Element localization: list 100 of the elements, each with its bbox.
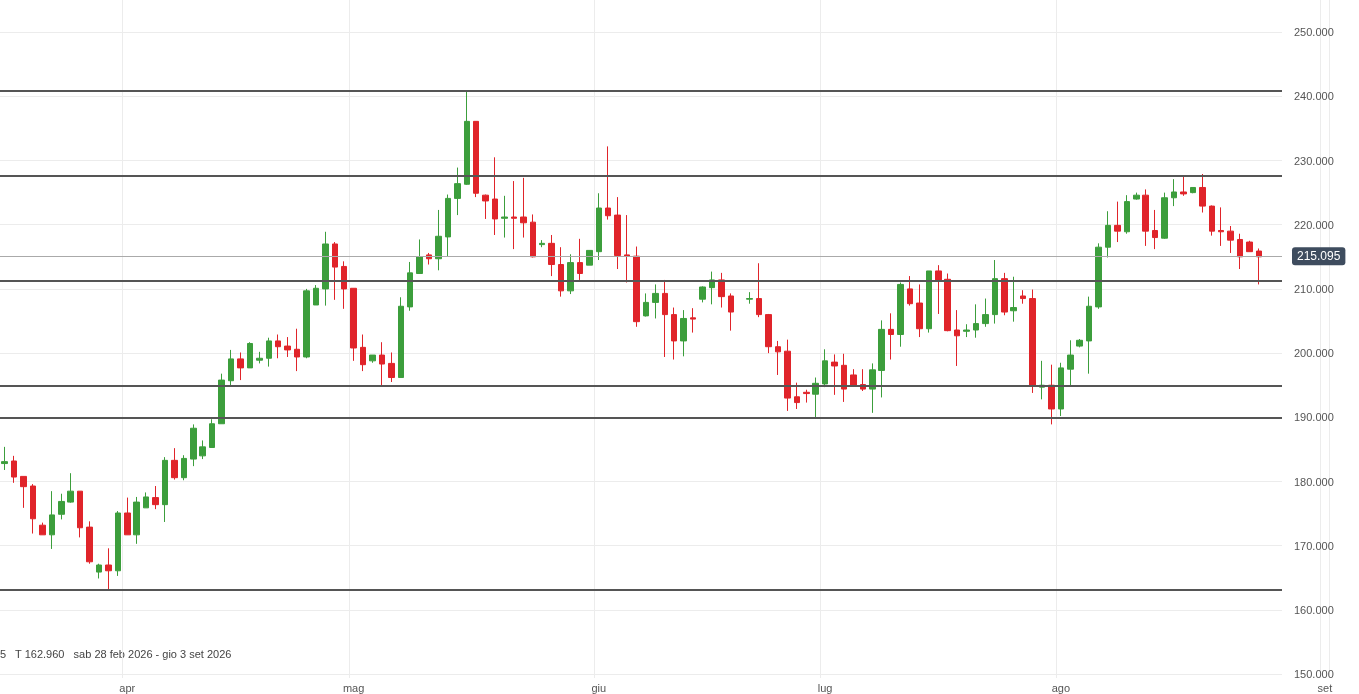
- candlestick: [728, 292, 734, 332]
- candlestick: [190, 423, 197, 467]
- y-tick-label: 150.000: [1294, 668, 1334, 681]
- ref-line-label: 215.095: [1297, 249, 1341, 264]
- candlestick: [775, 340, 781, 376]
- candlestick: [1076, 338, 1083, 348]
- candlestick: [1142, 188, 1149, 247]
- candlestick: [614, 196, 621, 270]
- candlestick: [1190, 186, 1196, 194]
- y-tick-label: 200.000: [1294, 347, 1334, 360]
- candlestick: [1001, 272, 1008, 316]
- candlestick: [284, 336, 291, 358]
- candlestick: [652, 283, 659, 319]
- y-tick-label: 250.000: [1294, 26, 1334, 39]
- candlestick: [596, 192, 602, 261]
- candlestick: [916, 283, 923, 338]
- candlestick: [680, 309, 687, 357]
- candlestick: [1171, 178, 1177, 207]
- candlestick: [416, 238, 423, 275]
- candlestick: [973, 303, 979, 339]
- candlestick: [30, 483, 36, 535]
- candlestick: [482, 194, 489, 220]
- candlestick: [369, 354, 376, 364]
- candlestick: [699, 285, 706, 303]
- candlestick: [1114, 201, 1121, 243]
- candlestick: [124, 497, 131, 536]
- candlestick: [237, 351, 244, 381]
- candlestick: [1058, 362, 1064, 417]
- candlestick: [926, 270, 932, 334]
- candlestick: [39, 522, 46, 536]
- candlestick: [77, 490, 83, 538]
- candlestick: [1246, 240, 1253, 253]
- annotation: 5 T 162.960 sab 28 feb 2026 - gio 3 set 2026: [0, 647, 232, 660]
- candlestick: [1124, 194, 1130, 235]
- candlestick: [1, 446, 8, 471]
- candlestick: [1086, 296, 1092, 375]
- candlestick: [162, 456, 168, 523]
- candlestick: [605, 145, 611, 221]
- candlestick: [11, 455, 17, 484]
- x-tick-label: set: [1317, 681, 1333, 694]
- candlestick: [171, 447, 178, 481]
- candlestick: [794, 382, 800, 410]
- candlestick: [718, 272, 725, 309]
- candlestick: [332, 241, 338, 301]
- candlestick: [86, 520, 93, 565]
- candlestick: [1161, 192, 1168, 240]
- y-tick-label: 170.000: [1294, 539, 1334, 552]
- candlestick: [897, 282, 904, 348]
- candlestick: [1020, 289, 1026, 305]
- y-tick-label: 240.000: [1294, 90, 1334, 103]
- candlestick: [294, 328, 300, 372]
- candlestick: [1199, 173, 1206, 214]
- candlestick: [1095, 242, 1102, 310]
- candlestick: [266, 337, 272, 368]
- candlestick: [143, 491, 149, 509]
- candlestick: [1218, 206, 1224, 247]
- candlestick: [133, 496, 140, 545]
- candlestick: [511, 180, 517, 250]
- candlestick: [586, 249, 593, 266]
- y-tick-label: 160.000: [1294, 603, 1334, 616]
- candlestick: [765, 313, 772, 354]
- candlestick: [1152, 209, 1158, 250]
- candlestick: [228, 349, 234, 388]
- candlestick: [1237, 233, 1243, 270]
- candlestick: [548, 234, 555, 277]
- candlestick: [831, 353, 838, 396]
- candlestick: [473, 120, 479, 198]
- candlestick: [963, 323, 970, 338]
- candlestick: [49, 490, 55, 550]
- candlestick: [218, 373, 225, 425]
- candlestick: [944, 273, 951, 332]
- candlestick: [530, 213, 536, 258]
- candlestick: [492, 156, 498, 236]
- candlestick: [746, 291, 753, 305]
- candlestick: [841, 353, 847, 403]
- y-tick-label: 230.000: [1294, 154, 1334, 167]
- candlestick: [690, 307, 696, 334]
- candlestick: [567, 253, 574, 295]
- candlestick: [850, 368, 857, 387]
- x-tick-label: ago: [1051, 681, 1071, 694]
- candlestick: [1256, 247, 1262, 285]
- candlestick: [907, 275, 913, 307]
- candlestick: [435, 209, 442, 271]
- candlestick: [888, 312, 894, 361]
- candlestick: [313, 284, 319, 306]
- candlestick: [633, 246, 640, 328]
- candlestick: [501, 195, 508, 239]
- candlestick: [539, 239, 545, 248]
- y-tick-label: 180.000: [1294, 475, 1334, 488]
- x-tick-label: apr: [119, 681, 136, 694]
- candlestick: [322, 231, 329, 307]
- candlestick: [407, 261, 413, 312]
- y-tick-label: 210.000: [1294, 282, 1334, 295]
- candlestick: [1227, 225, 1234, 254]
- candlestick: [67, 472, 74, 504]
- x-tick-label: mag: [342, 681, 365, 694]
- y-tick-label: 220.000: [1294, 218, 1334, 231]
- y-tick-label: 190.000: [1294, 411, 1334, 424]
- candlestick: [181, 454, 187, 481]
- candlestick: [662, 279, 668, 358]
